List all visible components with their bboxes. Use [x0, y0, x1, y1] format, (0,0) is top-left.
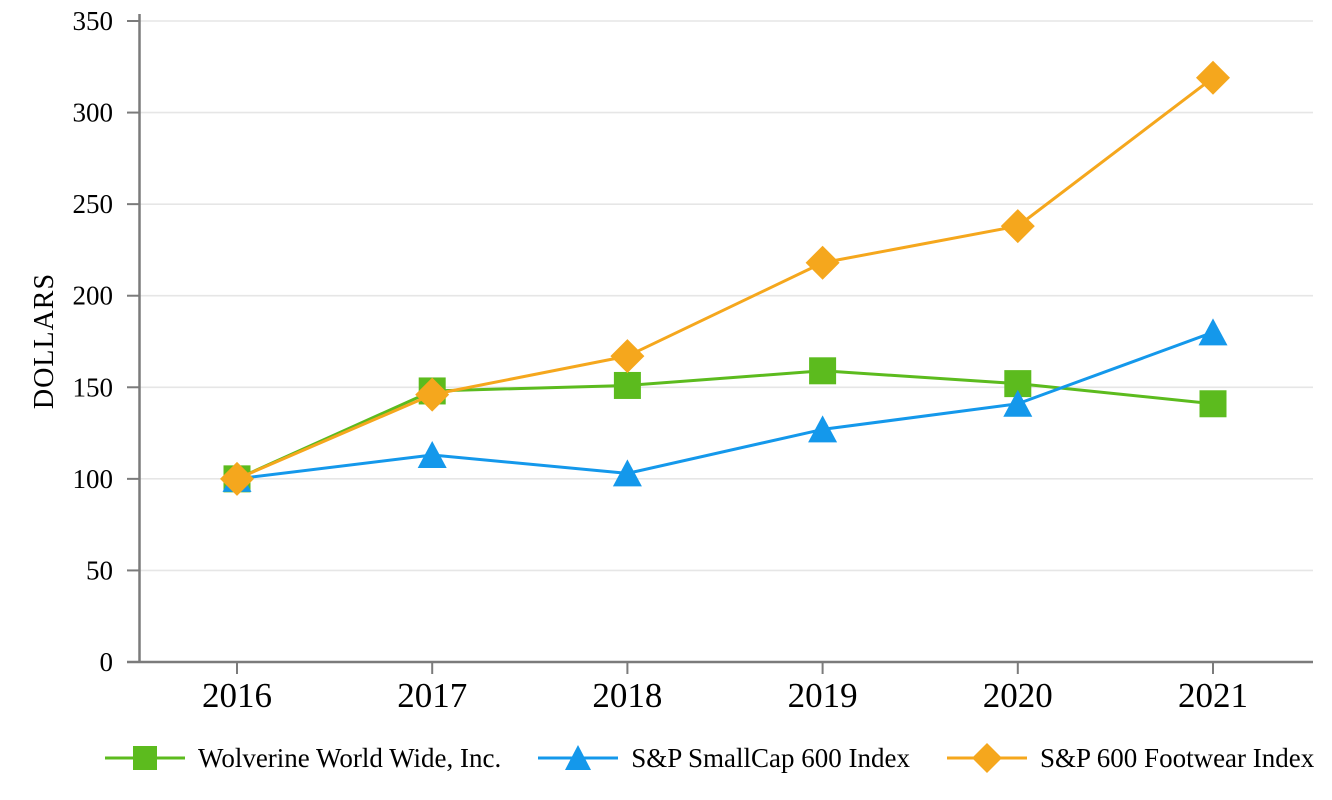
legend: Wolverine World Wide, Inc. S&P SmallCap … — [104, 740, 1314, 776]
y-tick-label: 200 — [73, 281, 114, 311]
x-tick-label: 2021 — [1178, 676, 1248, 715]
triangle-marker — [1198, 318, 1228, 346]
diamond-marker — [1000, 209, 1035, 244]
series-1 — [222, 318, 1228, 492]
legend-label: Wolverine World Wide, Inc. — [198, 743, 502, 773]
gridlines — [139, 20, 1313, 572]
y-tick-label: 350 — [73, 6, 114, 36]
legend-item-wolverine: Wolverine World Wide, Inc. — [104, 740, 501, 776]
y-tick-labels: 0 50 100 150 200 250 300 350 — [73, 6, 114, 677]
triangle-marker — [808, 415, 838, 443]
square-marker — [809, 357, 837, 385]
y-tick-label: 50 — [86, 555, 113, 585]
legend-item-sp-600-footwear: S&P 600 Footwear Index — [946, 740, 1314, 776]
x-tick-label: 2020 — [983, 676, 1053, 715]
diamond-marker — [610, 339, 645, 374]
data-series — [220, 60, 1230, 496]
series-line — [236, 369, 1214, 481]
axes — [127, 14, 1313, 674]
y-tick-label: 250 — [73, 189, 114, 219]
diamond-marker-icon — [947, 743, 1028, 773]
legend-label: S&P 600 Footwear Index — [1040, 743, 1315, 773]
x-tick-label: 2018 — [592, 676, 662, 715]
y-tick-label: 0 — [100, 647, 114, 677]
triangle-marker — [1003, 389, 1033, 417]
diamond-marker — [1196, 60, 1230, 95]
diamond-marker — [805, 245, 840, 280]
series-0 — [223, 357, 1227, 493]
x-tick-labels: 2016 2017 2018 2019 2020 2021 — [202, 676, 1248, 715]
x-tick-label: 2016 — [202, 676, 272, 715]
series-line — [236, 76, 1214, 481]
series-2 — [220, 60, 1230, 496]
square-marker — [613, 371, 641, 399]
legend-item-sp-smallcap-600: S&P SmallCap 600 Index — [537, 740, 910, 776]
triangle-marker-icon — [538, 745, 619, 770]
y-axis-title: DOLLARS — [29, 273, 60, 409]
y-tick-label: 300 — [73, 98, 114, 128]
y-tick-label: 150 — [73, 372, 114, 402]
diamond-marker — [415, 377, 450, 412]
triangle-marker — [417, 441, 447, 469]
y-tick-label: 100 — [73, 464, 114, 494]
legend-label: S&P SmallCap 600 Index — [631, 743, 911, 773]
square-marker — [1199, 390, 1227, 418]
square-marker-icon — [105, 746, 185, 770]
diamond-marker — [220, 461, 254, 496]
x-tick-label: 2019 — [788, 676, 858, 715]
x-tick-label: 2017 — [397, 676, 467, 715]
triangle-marker — [612, 459, 642, 487]
series-line — [236, 330, 1214, 481]
